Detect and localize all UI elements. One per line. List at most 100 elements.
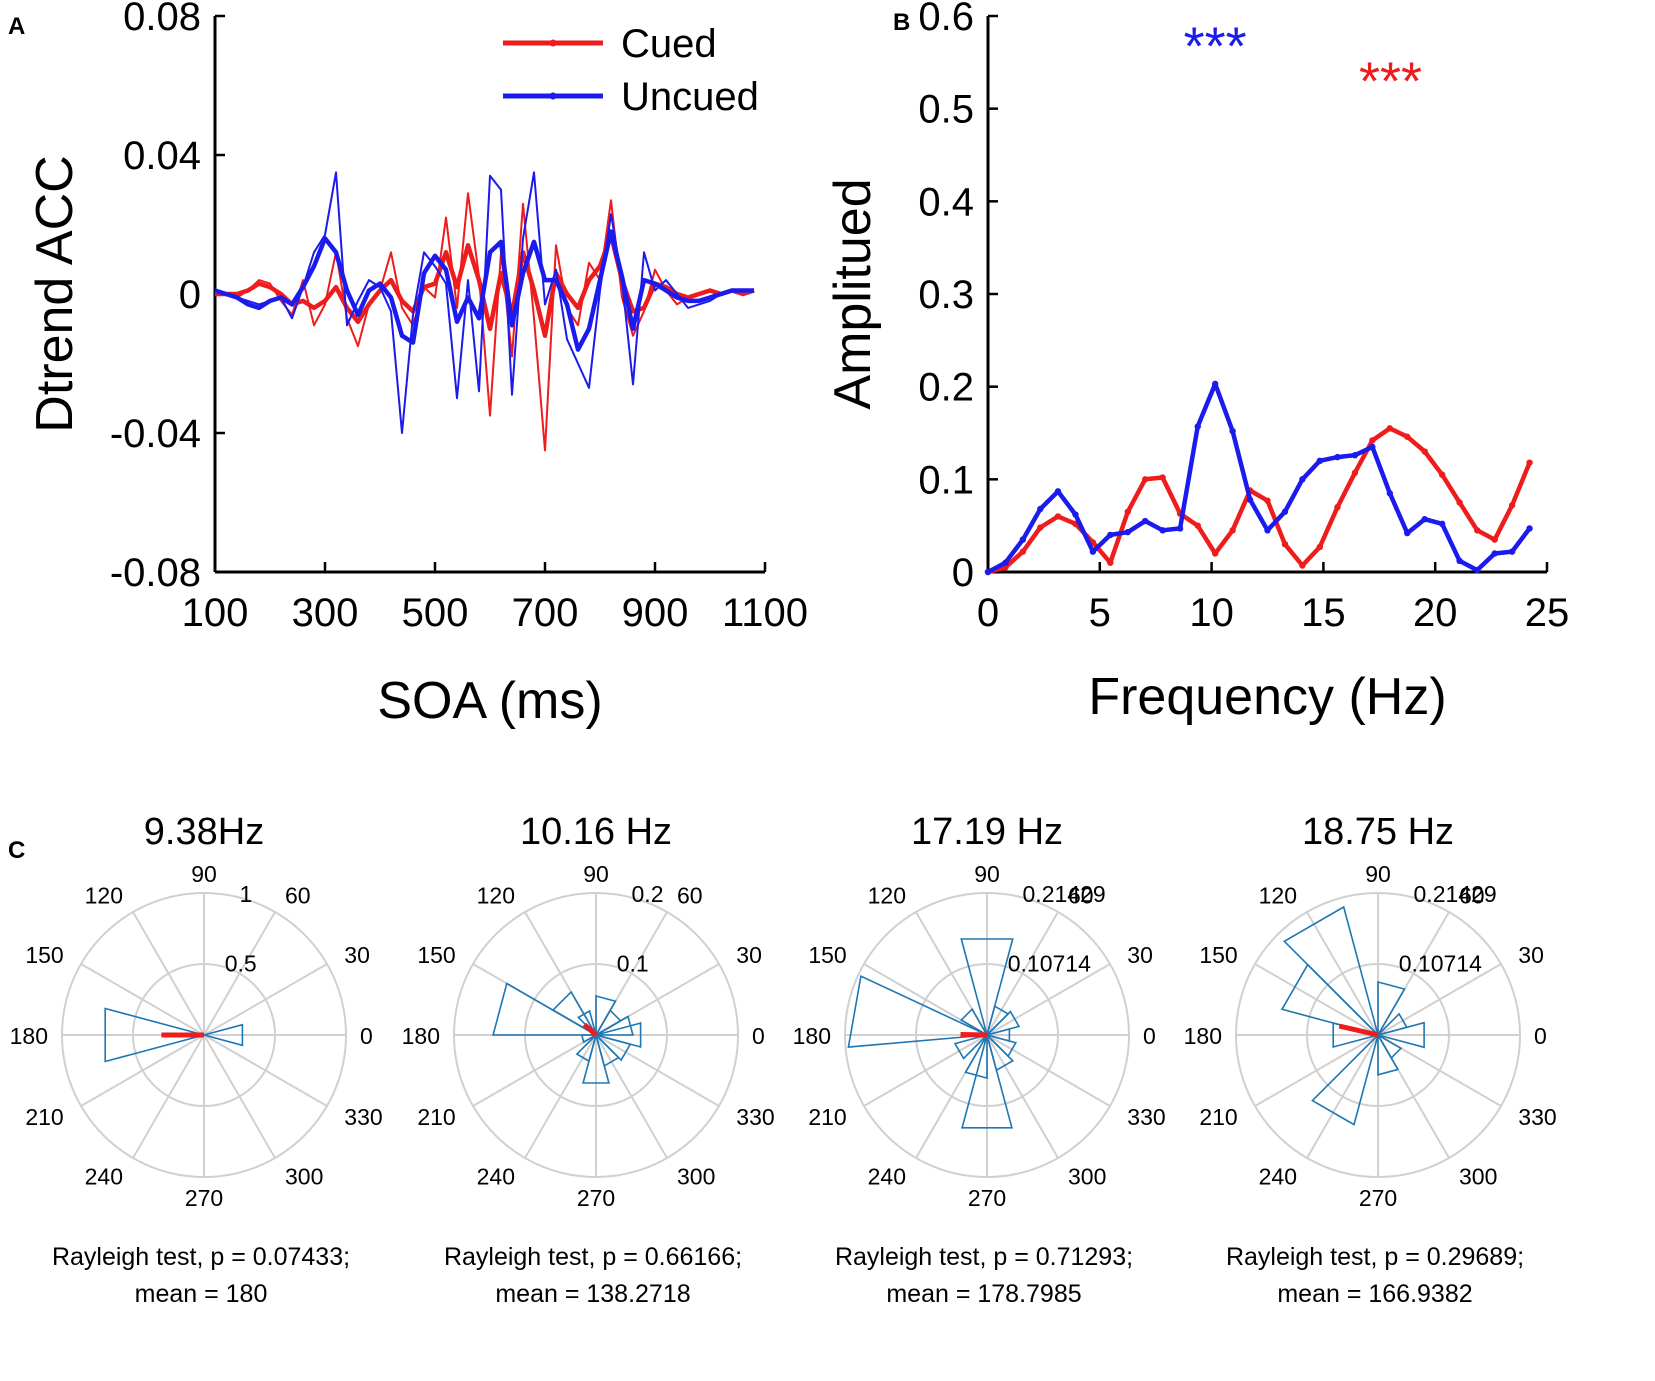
data-point-cued xyxy=(1194,522,1201,529)
data-point-uncued xyxy=(1491,550,1498,557)
angle-label-90: 90 xyxy=(583,861,609,887)
angle-label-330: 330 xyxy=(736,1104,774,1130)
mean-angle-text: mean = 178.7985 xyxy=(886,1280,1081,1308)
mean-vector xyxy=(582,1022,598,1037)
data-point-uncued xyxy=(1194,423,1201,430)
data-point-uncued xyxy=(1438,520,1446,528)
angle-label-150: 150 xyxy=(417,942,455,968)
y-tick-label: 0.1 xyxy=(918,458,974,502)
data-point-cued xyxy=(1159,474,1166,481)
angle-label-30: 30 xyxy=(736,942,762,968)
data-point-cued xyxy=(1299,562,1306,569)
y-tick-label: -0.08 xyxy=(110,551,201,595)
data-point-cued xyxy=(1124,508,1131,515)
rose-bin xyxy=(1282,905,1380,1038)
data-point-uncued xyxy=(1019,536,1027,543)
angle-label-90: 90 xyxy=(191,861,217,887)
data-point-cued xyxy=(1229,527,1236,534)
data-point-cued xyxy=(1491,536,1498,543)
data-point-cued xyxy=(1351,469,1359,477)
series-line-uncued-3 xyxy=(214,229,754,352)
angle-label-180: 180 xyxy=(402,1023,440,1049)
polar-title: 18.75 Hz xyxy=(1302,811,1454,853)
y-tick-label: 0.2 xyxy=(918,366,974,410)
series-line-cued-0 xyxy=(987,426,1532,575)
data-point-cued xyxy=(1264,497,1271,504)
rose-bin xyxy=(200,1023,244,1047)
angle-label-300: 300 xyxy=(677,1163,715,1189)
angle-label-210: 210 xyxy=(1199,1104,1237,1130)
x-tick-label: 0 xyxy=(977,591,999,635)
r-tick-label: 0.10714 xyxy=(1399,951,1482,977)
data-point-uncued xyxy=(1124,528,1131,536)
data-point-uncued xyxy=(1264,527,1271,534)
angle-label-150: 150 xyxy=(808,942,846,968)
angle-label-330: 330 xyxy=(1518,1104,1556,1130)
rose-bin xyxy=(961,1031,1013,1129)
data-point-cued xyxy=(1421,448,1428,455)
rose-bin xyxy=(959,1007,990,1038)
rose-bin xyxy=(104,1007,208,1063)
data-point-uncued xyxy=(1474,566,1481,574)
data-point-cued xyxy=(1438,471,1446,478)
chart-c: 9.38Hz03060901201501802102402703003300.5… xyxy=(10,811,1557,1308)
angle-label-30: 30 xyxy=(344,942,370,968)
polar-title: 9.38Hz xyxy=(144,811,264,853)
angle-label-240: 240 xyxy=(1259,1163,1297,1189)
mean-vector xyxy=(1338,1023,1379,1038)
polar-plot-3: 17.19 Hz 0 30 60 90 120 150 180 210 240 270 300 330 0… xyxy=(793,811,1166,1308)
data-point-uncued xyxy=(1176,525,1184,532)
y-tick-label: 0.5 xyxy=(918,88,974,132)
angle-label-180: 180 xyxy=(793,1023,831,1049)
data-point-uncued xyxy=(1351,452,1359,459)
data-point-cued xyxy=(1508,502,1516,509)
data-point-cued xyxy=(1404,433,1411,440)
data-point-uncued xyxy=(1107,531,1114,539)
data-point-cued xyxy=(1456,499,1463,506)
rose-bin xyxy=(847,975,991,1048)
y-axis-label: Amplitued xyxy=(824,178,882,409)
data-point-cued xyxy=(1526,459,1533,466)
y-tick-label: 0 xyxy=(952,551,974,595)
data-point-uncued xyxy=(1404,529,1411,537)
data-point-uncued xyxy=(1141,517,1149,525)
angle-label-90: 90 xyxy=(974,861,1000,887)
rose-bin xyxy=(1311,1032,1380,1126)
r-tick-label: 0.1 xyxy=(617,951,649,977)
angle-label-210: 210 xyxy=(25,1104,63,1130)
angle-label-210: 210 xyxy=(808,1104,846,1130)
x-tick-label: 1100 xyxy=(722,591,808,635)
angle-label-30: 30 xyxy=(1127,942,1153,968)
x-axis-label: Frequency (Hz) xyxy=(1088,668,1446,726)
data-point-cued xyxy=(1281,541,1289,548)
rose-bin xyxy=(984,1033,1018,1058)
data-point-uncued xyxy=(1316,457,1324,464)
chart-a: -0.08 -0.04 0 0.04 0.08 100 300 500 700 900 1100 SO… xyxy=(26,0,808,730)
chart-b: 0 0.1 0.2 0.3 0.4 0.5 0.6 0 5 10 15 20 25 Frequency (… xyxy=(824,0,1569,726)
angle-label-150: 150 xyxy=(1199,942,1237,968)
x-tick-label: 15 xyxy=(1301,591,1346,635)
data-point-cued xyxy=(1386,425,1394,432)
x-tick-label: 10 xyxy=(1189,591,1234,635)
data-point-uncued xyxy=(1002,559,1009,566)
data-point-cued xyxy=(1107,559,1114,566)
series-line-cued-1 xyxy=(215,232,755,338)
data-point-uncued xyxy=(1089,548,1097,555)
panel-label-b: B xyxy=(893,9,910,36)
mean-vector xyxy=(960,1031,988,1038)
angle-label-210: 210 xyxy=(417,1104,455,1130)
data-point-uncued xyxy=(1246,496,1254,503)
angle-label-60: 60 xyxy=(1068,883,1094,909)
panel-label-a: A xyxy=(8,13,25,40)
x-axis-label: SOA (ms) xyxy=(377,672,602,730)
data-point-uncued xyxy=(1508,548,1516,555)
x-tick-label: 20 xyxy=(1413,591,1458,635)
data-point-cued xyxy=(1054,513,1062,520)
data-point-uncued xyxy=(1456,557,1463,565)
y-tick-label: 0.4 xyxy=(918,180,974,224)
polar-plot-2: 10.16 Hz 0 30 60 90 120 150 180 210 240 270 300 330 0… xyxy=(402,811,775,1308)
legend-marker-uncued xyxy=(549,92,557,100)
angle-label-90: 90 xyxy=(1365,861,1391,887)
panel-label-c: C xyxy=(8,837,25,864)
x-tick-label: 500 xyxy=(402,591,469,635)
